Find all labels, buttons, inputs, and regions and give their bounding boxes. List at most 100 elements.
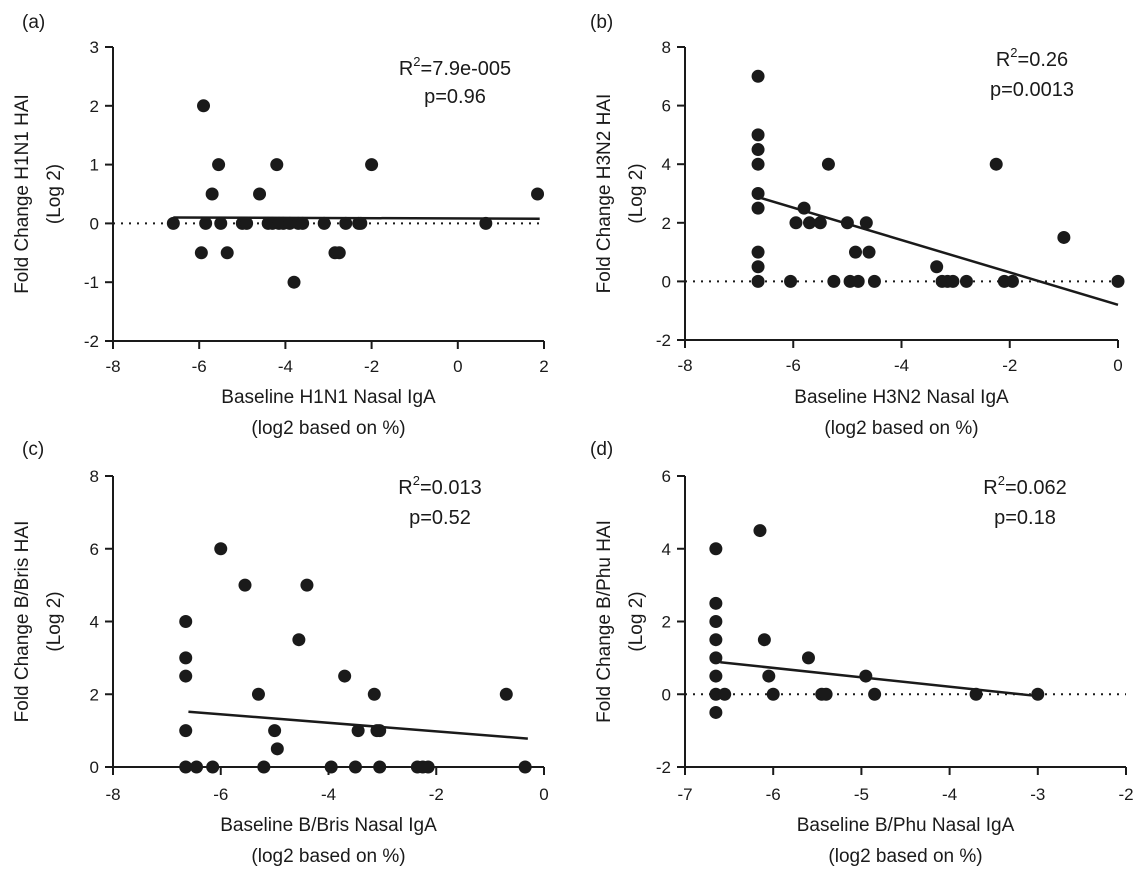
data-point: [348, 760, 362, 774]
data-point: [324, 760, 338, 774]
data-point: [251, 687, 265, 701]
y-axis-title: Fold Change B/Bris HAI: [12, 521, 33, 723]
x-tick-label: 0: [539, 785, 548, 804]
data-point: [531, 187, 545, 201]
data-point: [867, 274, 881, 288]
data-point: [969, 687, 983, 701]
y-tick-label: 4: [662, 155, 671, 174]
data-point: [270, 742, 284, 756]
x-tick-label: 0: [1113, 356, 1122, 375]
data-point: [351, 724, 365, 738]
y-tick-label: 6: [662, 97, 671, 116]
data-point: [946, 274, 960, 288]
data-point: [851, 274, 865, 288]
panel-label: (d): [590, 439, 613, 460]
data-point: [214, 542, 228, 556]
y-axis-title: Fold Change H1N1 HAI: [12, 94, 33, 294]
x-tick-label: -8: [677, 356, 692, 375]
data-point: [801, 651, 815, 665]
data-point: [797, 201, 811, 215]
data-point: [479, 216, 493, 230]
x-tick-label: 0: [453, 357, 462, 376]
data-point: [840, 216, 854, 230]
x-axis-title: (log2 based on %): [824, 418, 978, 439]
data-point: [332, 246, 346, 260]
data-point: [421, 760, 435, 774]
data-point: [753, 524, 767, 538]
y-tick-label: 4: [662, 540, 671, 559]
x-axis-title: (log2 based on %): [251, 418, 405, 439]
data-point: [709, 615, 723, 628]
data-point: [751, 201, 765, 215]
data-point: [518, 760, 532, 774]
data-point: [238, 578, 252, 592]
data-point: [268, 724, 282, 738]
y-axis-title: (Log 2): [44, 591, 65, 651]
panel-label: (c): [22, 439, 44, 460]
data-point: [367, 687, 381, 701]
data-point: [862, 245, 876, 259]
panel-d: (d) -2 0 2 4 6 -7 -6 -5 -4 -3 -2 R2=0.062 p=0.18 Basel…: [590, 439, 1134, 867]
data-point: [762, 669, 776, 683]
data-point: [253, 187, 267, 201]
data-point: [338, 669, 352, 683]
y-tick-label: -1: [84, 273, 99, 292]
y-tick-label: 0: [90, 214, 99, 233]
data-point: [784, 274, 798, 288]
y-axis-title: (Log 2): [626, 163, 647, 223]
y-tick-label: 0: [90, 758, 99, 777]
x-tick-label: -8: [105, 357, 120, 376]
panel-label: (a): [22, 12, 45, 33]
data-point: [179, 760, 193, 774]
data-point: [751, 143, 765, 157]
x-tick-label: -4: [278, 357, 293, 376]
data-point: [751, 157, 765, 171]
data-point: [789, 216, 803, 230]
data-point: [212, 158, 226, 172]
data-point: [859, 669, 873, 683]
y-tick-label: 3: [90, 38, 99, 57]
data-point: [959, 274, 973, 288]
data-point: [197, 99, 211, 113]
x-tick-label: -6: [786, 356, 801, 375]
data-point: [751, 128, 765, 142]
x-axis-title: Baseline B/Phu Nasal IgA: [797, 815, 1015, 836]
data-point: [373, 760, 387, 774]
x-tick-label: -2: [1002, 356, 1017, 375]
x-tick-label: -3: [1030, 785, 1045, 804]
data-point: [1005, 274, 1019, 288]
data-point: [751, 187, 765, 200]
x-tick-label: -8: [105, 785, 120, 804]
x-tick-label: -6: [766, 785, 781, 804]
data-point: [859, 216, 873, 230]
data-point: [166, 216, 180, 230]
data-point: [179, 615, 193, 628]
x-tick-label: -6: [192, 357, 207, 376]
data-point: [270, 158, 284, 172]
y-tick-label: 2: [662, 613, 671, 632]
data-point: [206, 760, 220, 774]
data-point: [848, 245, 862, 259]
data-point: [709, 705, 723, 719]
x-tick-label: -4: [894, 356, 909, 375]
data-point: [257, 760, 271, 774]
data-point: [300, 578, 314, 592]
p-value-label: p=0.52: [409, 507, 471, 529]
y-tick-label: -2: [656, 758, 671, 777]
x-tick-label: -5: [854, 785, 869, 804]
x-axis-title: (log2 based on %): [251, 846, 405, 867]
y-tick-label: 1: [90, 156, 99, 175]
data-point: [240, 216, 254, 230]
data-point: [766, 687, 780, 701]
data-point: [317, 216, 331, 230]
data-point: [179, 724, 193, 738]
p-value-label: p=0.18: [994, 507, 1056, 529]
data-point: [751, 274, 765, 288]
data-point: [827, 274, 841, 288]
data-point: [179, 651, 193, 665]
data-point: [199, 216, 213, 230]
y-axis-title: (Log 2): [626, 591, 647, 651]
data-point: [821, 157, 835, 171]
data-point: [930, 260, 944, 274]
p-value-label: p=0.0013: [990, 79, 1074, 101]
